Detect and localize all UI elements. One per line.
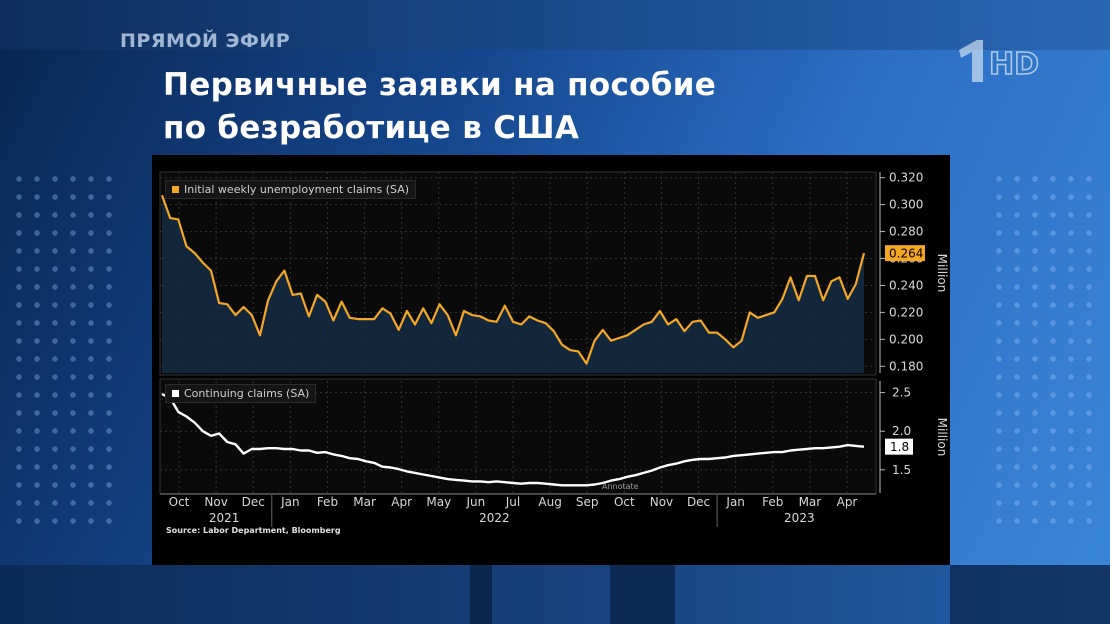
legend-continuing-claims: Continuing claims (SA) [165, 384, 317, 403]
x-tick-label: Aug [538, 495, 561, 509]
y-tick-label: 2.0 [892, 424, 911, 438]
x-tick-label: Dec [242, 495, 265, 509]
continuing-claims-line [161, 393, 865, 487]
x-year-label: 2021 [209, 511, 240, 525]
chart-panel: 0.3200.3000.2800.2600.2400.2200.2000.180… [152, 155, 950, 565]
annotate-label: Annotate [602, 482, 639, 491]
legend-continuing-claims-label: Continuing claims (SA) [184, 387, 310, 400]
x-tick-label: Oct [169, 495, 190, 509]
y-tick-label: 0.320 [889, 171, 923, 185]
legend-swatch [172, 186, 179, 193]
last-value-label: 1.8 [890, 440, 909, 454]
bottom-bar [470, 565, 492, 624]
last-value-badge [885, 245, 925, 262]
x-tick-label: Mar [799, 495, 822, 509]
decorative-dots-left [10, 170, 120, 530]
x-tick-label: Jul [505, 495, 520, 509]
bottom-bar [950, 565, 1110, 624]
bottom-plot-area [159, 378, 877, 495]
y-tick-label: 0.220 [889, 305, 923, 319]
hd-label: HD [989, 47, 1039, 82]
x-tick-label: Oct [614, 495, 635, 509]
x-tick-label: Nov [650, 495, 673, 509]
y-tick-label: 2.5 [892, 386, 911, 400]
bottom-band [0, 565, 1110, 624]
last-value-badge [885, 438, 913, 455]
headline-line-1: Первичные заявки на пособие [163, 67, 717, 103]
channel-logo: HD [959, 40, 1040, 83]
x-tick-label: Jan [280, 495, 300, 509]
initial-claims-area [162, 195, 864, 373]
x-tick-label: Apr [837, 495, 858, 509]
x-tick-label: May [426, 495, 451, 509]
x-axis: Oct Nov Dec Jan Feb Mar Apr May Jun Jul Aug Sep Oct N… [160, 493, 876, 527]
y-tick-label: 1.5 [892, 463, 911, 477]
legend-swatch [172, 390, 179, 397]
source-note: Source: Labor Department, Bloomberg [166, 526, 341, 535]
chart-svg: 0.3200.3000.2800.2600.2400.2200.2000.180… [159, 171, 949, 527]
x-tick-label: Dec [687, 495, 710, 509]
y-tick-label: 0.300 [889, 198, 923, 212]
bottom-bar [610, 565, 675, 624]
x-tick-label: Apr [391, 495, 412, 509]
x-tick-label: Jun [466, 495, 486, 509]
legend-initial-claims-label: Initial weekly unemployment claims (SA) [184, 183, 410, 196]
y-tick-label: 0.180 [889, 359, 923, 373]
x-tick-label: Sep [576, 495, 599, 509]
top-band [0, 0, 1110, 50]
live-label: ПРЯМОЙ ЭФИР [120, 30, 291, 52]
bottom-y-axis: 2.5 2.0 1.5 1.8 Million [879, 381, 949, 493]
y-tick-label: 0.200 [889, 332, 923, 346]
legend-initial-claims: Initial weekly unemployment claims (SA) [165, 180, 417, 199]
channel-one-logo-icon [959, 40, 983, 82]
x-year-label: 2022 [479, 511, 510, 525]
x-tick-label: Feb [762, 495, 783, 509]
top-y-axis: 0.3200.3000.2800.2600.2400.2200.2000.180… [879, 171, 949, 373]
initial-claims-area-fill [162, 195, 864, 373]
initial-claims-line [160, 194, 866, 365]
y-axis-unit-label: Million [935, 254, 949, 293]
x-year-label: 2023 [784, 511, 815, 525]
x-tick-label: Nov [204, 495, 227, 509]
x-tick-label: Mar [353, 495, 376, 509]
decorative-dots-right [990, 170, 1100, 530]
y-tick-label: 0.280 [889, 225, 923, 239]
headline-line-2: по безработице в США [163, 110, 580, 146]
x-tick-label: Jan [725, 495, 745, 509]
y-axis-unit-label: Million [935, 418, 949, 457]
continuing-claims-series-line [161, 393, 865, 487]
initial-claims-series-line [160, 194, 866, 365]
x-tick-label: Feb [317, 495, 338, 509]
headline: Первичные заявки на пособие по безработи… [163, 64, 716, 150]
annotate-text: Annotate [602, 482, 639, 491]
y-tick-label: 0.240 [889, 278, 923, 292]
last-value-label: 0.264 [889, 247, 923, 261]
